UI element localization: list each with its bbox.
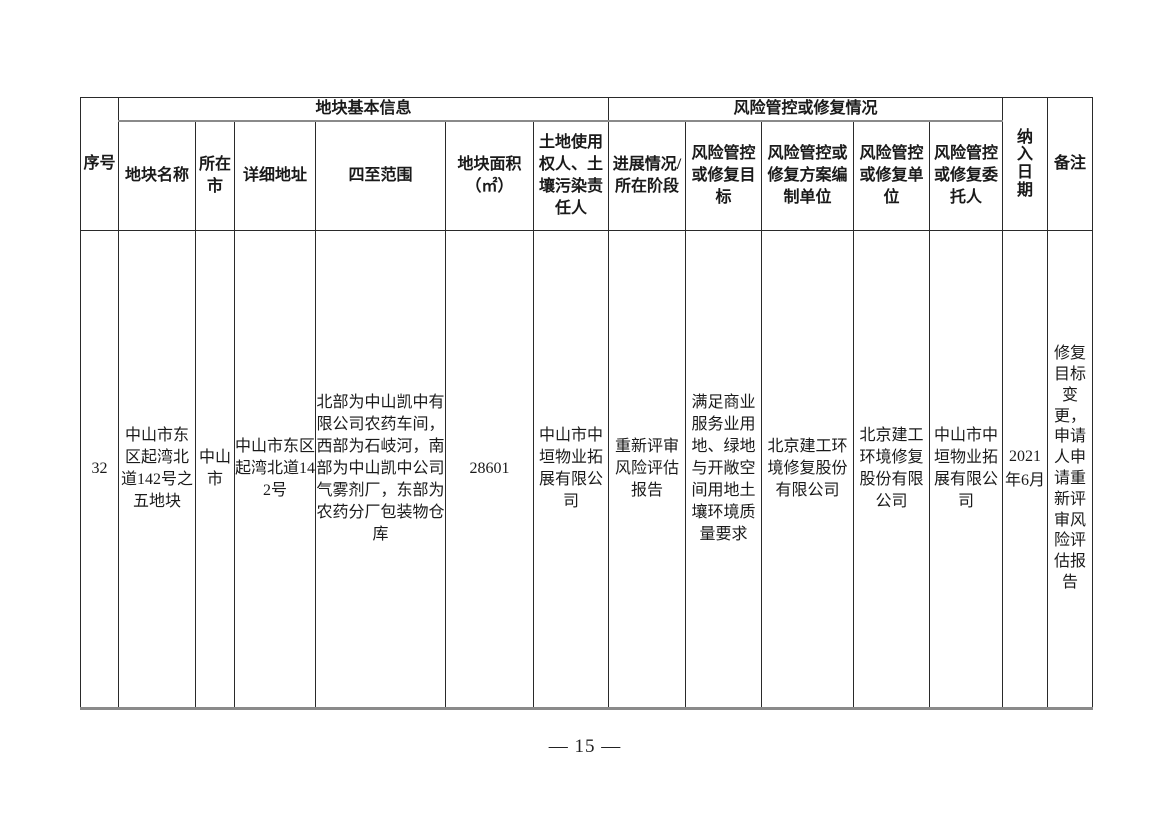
cell-serial-no: 32 — [80, 230, 119, 710]
header-control-target: 风险管控或修复目标 — [685, 120, 762, 231]
header-city: 所在市 — [195, 120, 235, 231]
cell-land-user: 中山市中垣物业拓展有限公司 — [533, 230, 609, 710]
cell-plot-area: 28601 — [445, 230, 534, 710]
header-detailed-address: 详细地址 — [234, 120, 316, 231]
table-column-header-row: 地块名称 所在市 详细地址 四至范围 地块面积（㎡） 土地使用权人、土壤污染责任… — [81, 120, 1093, 231]
cell-city: 中山市 — [195, 230, 235, 710]
table-row: 32 中山市东区起湾北道142号之五地块 中山市 中山市东区起湾北道142号 北… — [80, 230, 1093, 710]
table-group-header-row: 序号 地块基本信息 风险管控或修复情况 纳入日期 备注 — [80, 97, 1093, 231]
cell-control-target: 满足商业服务业用地、绿地与开敞空间用地土壤环境质量要求 — [685, 230, 762, 710]
cell-boundaries: 北部为中山凯中有限公司农药车间，西部为石岐河，南部为中山凯中公司气雾剂厂，东部为… — [315, 230, 446, 710]
header-progress-stage: 进展情况/所在阶段 — [608, 120, 686, 231]
header-group-risk-control: 风险管控或修复情况 — [608, 97, 1003, 122]
cell-remark: 修复目标变更，申请人申请重新评审风险评估报告 — [1047, 230, 1093, 710]
header-plan-compile-unit: 风险管控或修复方案编制单位 — [761, 120, 854, 231]
header-inclusion-date: 纳入日期 — [1002, 97, 1048, 231]
cell-control-unit: 北京建工环境修复股份有限公司 — [853, 230, 930, 710]
cell-inclusion-date: 2021年6月 — [1002, 230, 1048, 710]
header-control-client: 风险管控或修复委托人 — [929, 120, 1003, 231]
header-plot-name: 地块名称 — [118, 120, 196, 231]
plot-registry-table: 序号 地块基本信息 风险管控或修复情况 纳入日期 备注 地块名称 所在市 详细地… — [80, 97, 1093, 710]
header-control-unit: 风险管控或修复单位 — [853, 120, 930, 231]
cell-control-client: 中山市中垣物业拓展有限公司 — [929, 230, 1003, 710]
page-number: — 15 — — [548, 736, 622, 757]
cell-progress-stage: 重新评审风险评估报告 — [608, 230, 686, 710]
cell-plot-name: 中山市东区起湾北道142号之五地块 — [118, 230, 196, 710]
cell-detailed-address: 中山市东区起湾北道142号 — [234, 230, 316, 710]
header-plot-area: 地块面积（㎡） — [445, 120, 534, 231]
header-serial-no: 序号 — [80, 97, 119, 231]
header-land-user: 土地使用权人、土壤污染责任人 — [533, 120, 609, 231]
header-remark: 备注 — [1047, 97, 1093, 231]
cell-plan-compile-unit: 北京建工环境修复股份有限公司 — [761, 230, 854, 710]
header-boundaries: 四至范围 — [315, 120, 446, 231]
header-group-basic-info: 地块基本信息 — [118, 97, 609, 122]
